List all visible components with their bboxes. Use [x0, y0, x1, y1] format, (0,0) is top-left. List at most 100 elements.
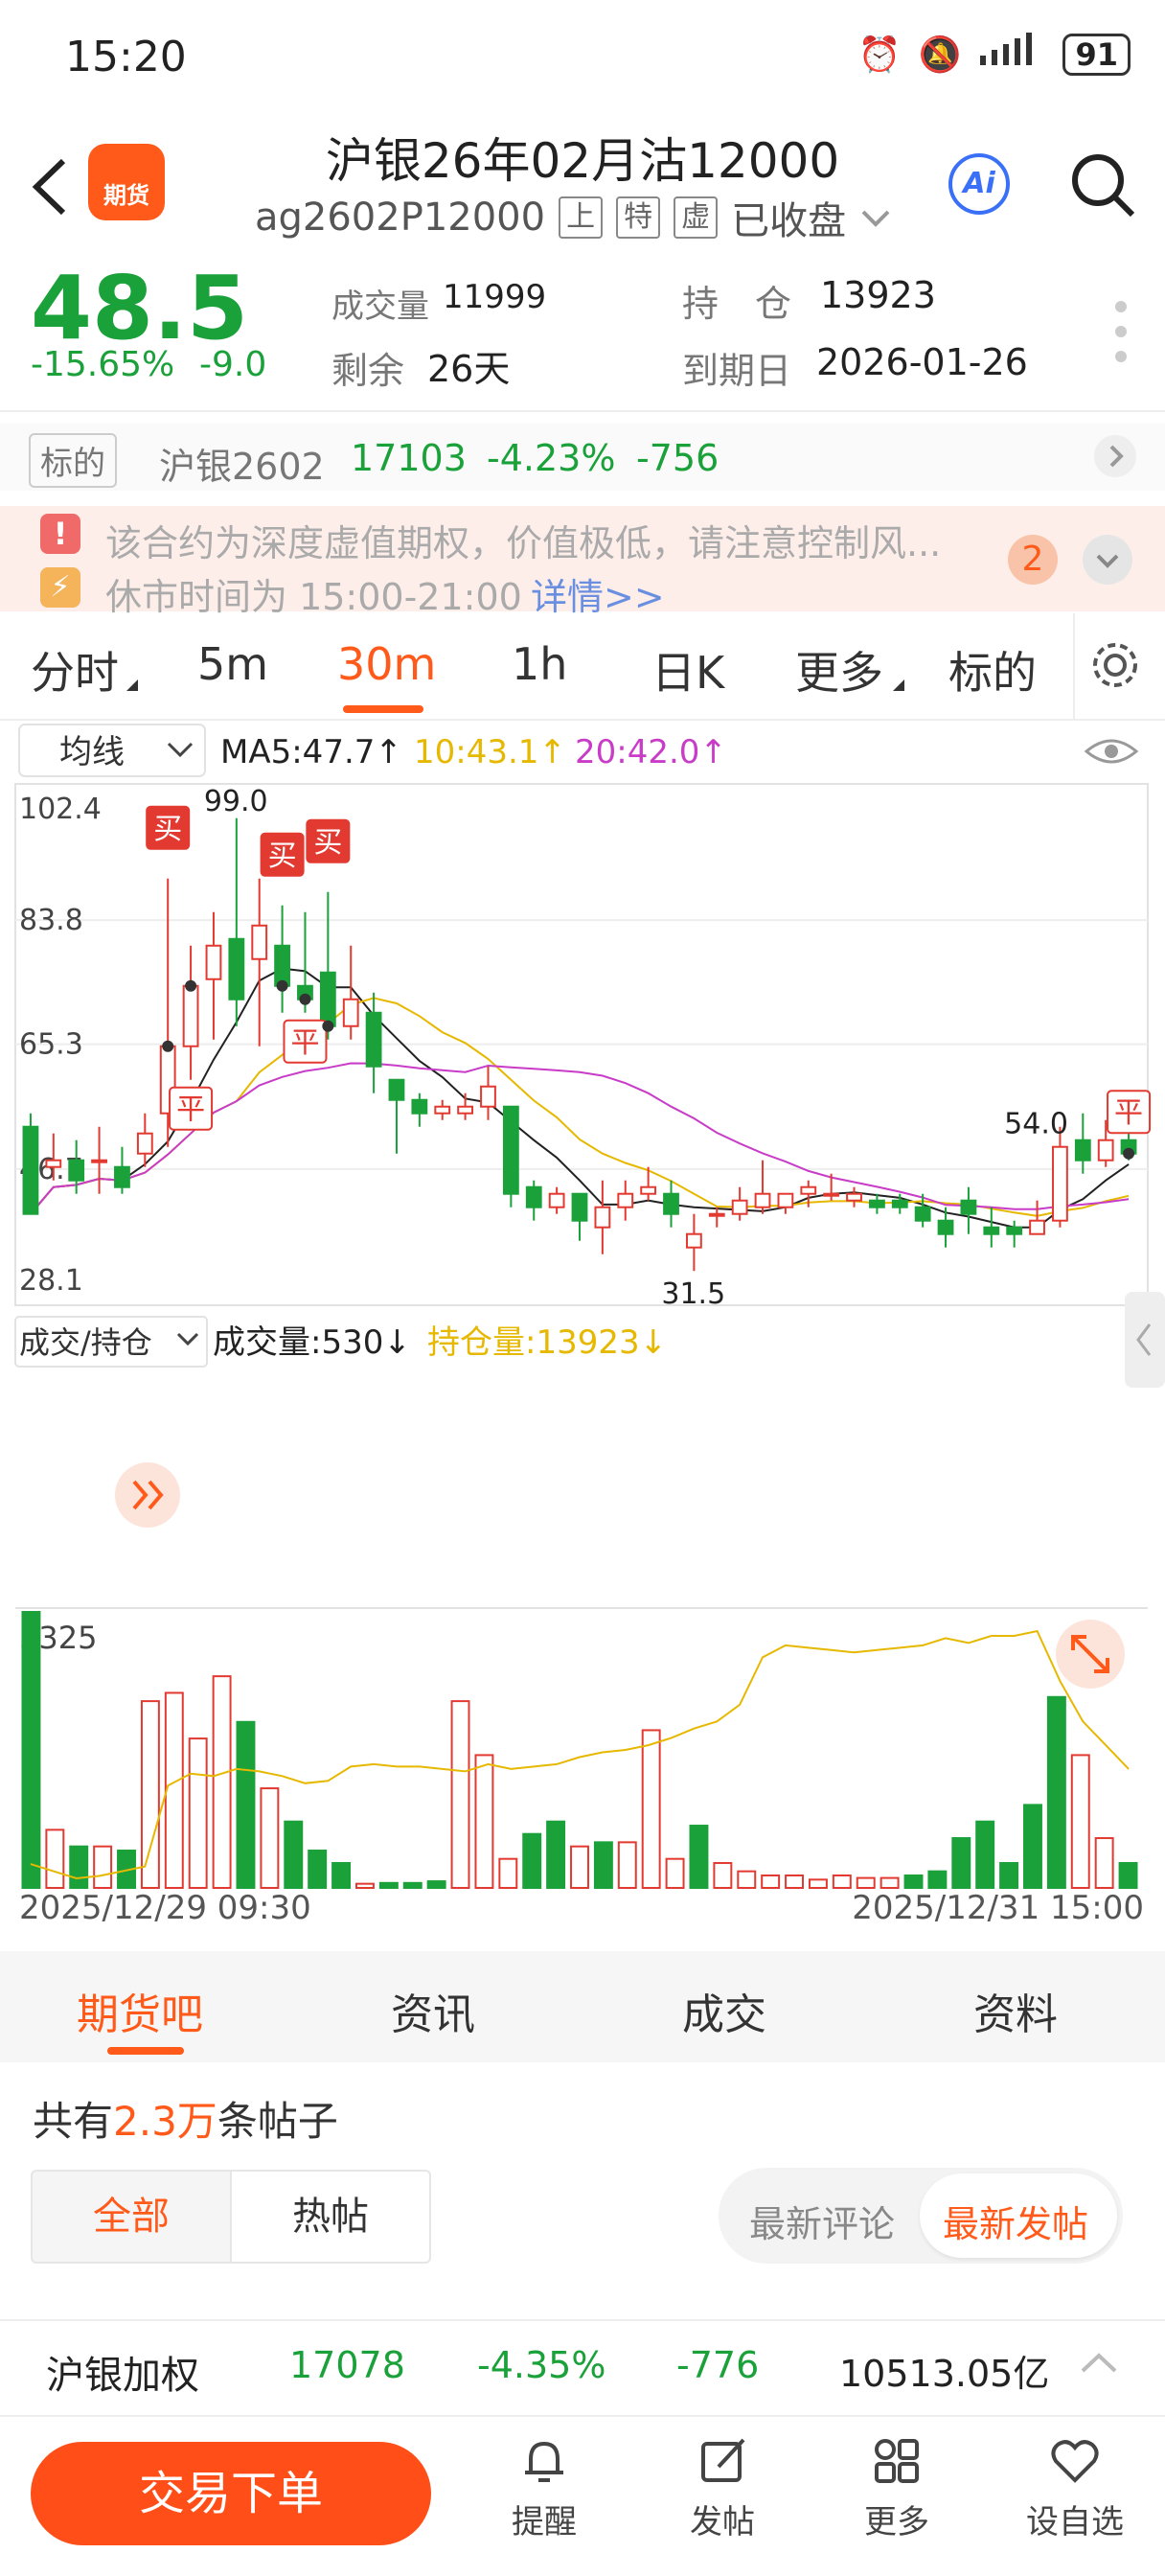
volume-bar	[474, 1754, 494, 1890]
x-start-label: 2025/12/29 09:30	[19, 1889, 311, 1927]
close-mark	[283, 1019, 328, 1064]
volume-bar	[354, 1882, 375, 1890]
tab-news[interactable]: 资讯	[391, 1990, 475, 2039]
volume-bar	[903, 1874, 924, 1890]
underlying-change: -756	[636, 437, 720, 479]
notice-detail-link[interactable]: 详情>>	[531, 576, 665, 618]
ai-button[interactable]: Ai	[948, 153, 1010, 215]
jump-latest-button[interactable]	[115, 1462, 180, 1528]
tab-more[interactable]: 更多	[795, 647, 883, 699]
battery-indicator: 91	[1062, 33, 1131, 76]
candle-body	[274, 944, 290, 987]
right-edge-handle[interactable]	[1125, 1292, 1165, 1388]
candle-body	[891, 1199, 908, 1208]
volume-bar	[665, 1857, 685, 1889]
candle-body	[548, 1192, 565, 1208]
notice-banner[interactable]	[0, 506, 1165, 611]
y-tick-label: 102.4	[19, 793, 102, 826]
sort-latest-comment[interactable]: 最新评论	[749, 2203, 896, 2245]
tab-info[interactable]: 资料	[973, 1990, 1058, 2039]
candle-body	[319, 971, 336, 1027]
filter-all[interactable]: 全部	[31, 2170, 232, 2264]
nav-post-label: 发帖	[690, 2503, 755, 2542]
volume-bar	[212, 1675, 232, 1889]
underlying-pct: -4.23%	[487, 437, 616, 479]
kline-chart[interactable]: 均线 MA5:47.7↑ 10:43.1↑ 20:42.0↑ 102.4 83.8…	[0, 721, 1165, 1947]
candle-body	[708, 1212, 725, 1217]
back-button[interactable]	[27, 153, 75, 220]
trade-order-button[interactable]: 交易下单	[31, 2442, 431, 2545]
nav-alert[interactable]: 提醒	[487, 2434, 602, 2542]
tab-dropdown-indicator	[126, 677, 138, 695]
volume-bar	[378, 1881, 399, 1889]
tab-5m[interactable]: 5m	[197, 638, 269, 690]
page-title: 沪银26年02月沽12000	[325, 133, 840, 189]
trade-dot	[162, 1040, 174, 1052]
volume-value: 11999	[443, 278, 547, 316]
volume-bar	[1023, 1804, 1042, 1889]
indicator-select[interactable]	[18, 724, 206, 777]
heart-icon	[1051, 2440, 1099, 2483]
underlying-arrow[interactable]	[1094, 435, 1136, 477]
nav-watchlist[interactable]: 设自选	[1017, 2434, 1132, 2542]
nav-post[interactable]: 发帖	[665, 2434, 780, 2542]
notice-count-badge: 2	[1008, 535, 1058, 585]
underlying-row[interactable]	[0, 424, 1165, 491]
tab-1h[interactable]: 1h	[512, 638, 568, 690]
volume-bar	[737, 1870, 757, 1889]
chart-settings-button[interactable]	[1088, 638, 1142, 696]
expiry-value: 2026-01-26	[816, 341, 1028, 383]
filter-hot[interactable]: 热帖	[230, 2170, 431, 2264]
index-change: -776	[676, 2344, 760, 2386]
candle-body	[846, 1192, 862, 1202]
y-tick-label: 83.8	[19, 904, 83, 937]
volume-bar	[69, 1845, 89, 1890]
tab-30m[interactable]: 30m	[337, 638, 437, 690]
candle-body	[937, 1219, 954, 1235]
search-icon	[1072, 154, 1135, 218]
index-price: 17078	[289, 2344, 405, 2386]
notice-expand-button[interactable]	[1083, 535, 1132, 585]
tab-dropdown-indicator	[893, 677, 904, 695]
trade-mark-label: 买	[153, 813, 182, 846]
candle-body	[342, 998, 359, 1027]
search-button[interactable]	[1069, 151, 1136, 218]
candle-body	[457, 1105, 474, 1115]
last-high-label: 54.0	[1004, 1108, 1068, 1141]
volume-bar	[284, 1820, 304, 1890]
candle-body	[914, 1206, 931, 1222]
tag-exchange: 上	[559, 196, 604, 239]
index-amount: 10513.05亿	[839, 2353, 1050, 2395]
tab-daily[interactable]: 日K	[651, 647, 725, 699]
volume-bar	[713, 1862, 733, 1889]
contract-subtitle[interactable]: ag2602P12000 上 特 虚 已收盘	[255, 190, 892, 245]
tab-underlying[interactable]: 标的	[948, 647, 1037, 699]
candle-body	[663, 1192, 679, 1215]
nav-alert-label: 提醒	[512, 2503, 577, 2542]
tab-timeshare[interactable]: 分时	[31, 647, 119, 699]
tab-trades[interactable]: 成交	[682, 1990, 766, 2039]
candle-body	[205, 944, 222, 980]
trade-dot	[276, 979, 288, 992]
expiry-label: 到期日	[682, 350, 792, 392]
volume-bar	[856, 1876, 876, 1889]
oi-label: 持 仓	[682, 283, 792, 325]
tab-forum[interactable]: 期货吧	[77, 1990, 203, 2039]
mute-icon: 🔕	[918, 34, 962, 75]
low-label: 31.5	[661, 1277, 725, 1311]
eye-icon[interactable]	[1084, 739, 1139, 764]
indicator-select-label: 均线	[59, 733, 125, 771]
index-ticker[interactable]	[0, 2319, 1165, 2415]
nav-more[interactable]: 更多	[839, 2434, 954, 2542]
candle-body	[960, 1199, 977, 1215]
volume-panel-select[interactable]	[14, 1316, 208, 1368]
trade-mark-label: 平	[176, 1093, 205, 1127]
index-expand-button[interactable]	[1079, 2348, 1119, 2380]
expand-icon[interactable]	[1056, 1620, 1125, 1689]
volume-bar	[689, 1825, 709, 1889]
sort-latest-post[interactable]: 最新发帖	[943, 2203, 1089, 2245]
candle-body	[1074, 1138, 1091, 1162]
more-menu-button[interactable]	[1111, 299, 1131, 370]
volume-bar	[450, 1700, 470, 1890]
candle-body	[800, 1185, 817, 1195]
